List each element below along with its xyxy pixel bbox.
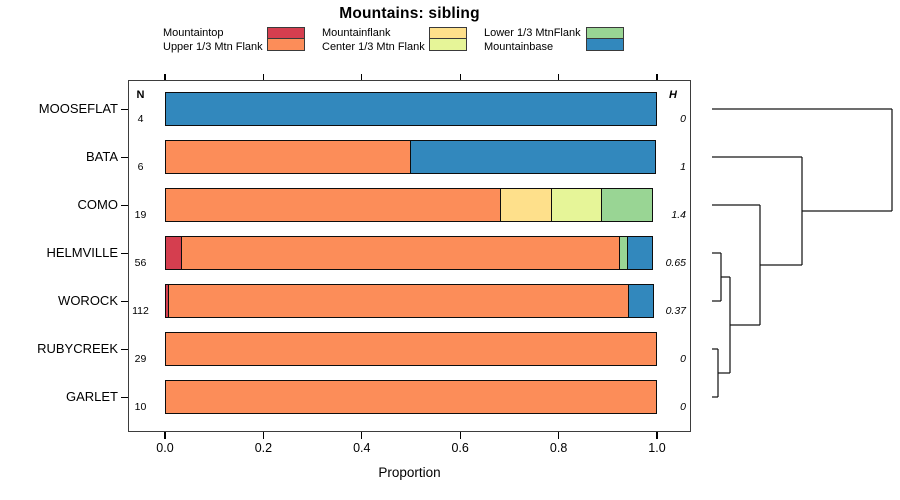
- n-value-bata: 6: [137, 161, 144, 173]
- bar-segment-mountainbase: [165, 92, 657, 126]
- legend-column: Mountainflank Center 1/3 Mtn Flank: [322, 27, 467, 54]
- bar-row-garlet: [165, 380, 657, 414]
- bar-segment-upper-1-3-mtn-flank: [165, 188, 502, 222]
- y-axis-tick: [121, 396, 128, 398]
- legend-swatch-upper-1-3-mtn-flank: [267, 38, 305, 51]
- h-value-bata: 1: [680, 161, 686, 173]
- legend-swatches: [429, 27, 467, 54]
- bar-segment-lower-1-3-mtnflank: [600, 188, 654, 222]
- y-axis-tick: [121, 348, 128, 350]
- y-axis-tick: [121, 156, 128, 158]
- n-value-mooseflat: 4: [137, 113, 144, 125]
- bar-segment-center-1-3-mtn-flank: [550, 188, 603, 222]
- y-axis-tick: [121, 252, 128, 254]
- legend-swatches: [267, 27, 305, 54]
- n-value-garlet: 10: [134, 401, 147, 413]
- legend-column: Lower 1/3 MtnFlank Mountainbase: [484, 27, 624, 54]
- x-axis-tick-top: [164, 73, 166, 80]
- legend-item-label: Mountainflank: [322, 27, 391, 39]
- bar-segment-upper-1-3-mtn-flank: [165, 380, 657, 414]
- legend-labels: Lower 1/3 MtnFlank Mountainbase: [484, 27, 581, 54]
- bar-segment-mountaintop: [165, 236, 183, 270]
- n-value-rubycreek: 29: [134, 353, 147, 365]
- h-value-helmville: 0.65: [665, 257, 686, 269]
- legend-column: Mountaintop Upper 1/3 Mtn Flank: [163, 27, 305, 54]
- h-value-worock: 0.37: [665, 305, 686, 317]
- y-axis-tick: [121, 108, 128, 110]
- y-label-garlet: GARLET: [65, 389, 118, 404]
- x-tick-label-0.0: 0.0: [156, 441, 174, 455]
- x-axis-tick-bottom: [656, 432, 658, 439]
- n-value-como: 19: [134, 209, 147, 221]
- x-axis-tick-bottom: [164, 432, 166, 439]
- x-axis-tick-bottom: [262, 432, 265, 439]
- plot-box: [128, 80, 691, 432]
- x-tick-label-0.2: 0.2: [254, 441, 273, 455]
- x-tick-label-0.4: 0.4: [353, 441, 371, 455]
- legend-swatch-mountainbase: [586, 38, 624, 51]
- x-axis-tick-top: [262, 73, 265, 80]
- legend-item-label: Center 1/3 Mtn Flank: [322, 40, 425, 53]
- n-column-header: N: [136, 89, 145, 101]
- bar-row-worock: [165, 284, 657, 318]
- h-value-garlet: 0: [680, 401, 686, 413]
- bar-row-mooseflat: [165, 92, 657, 126]
- bar-row-helmville: [165, 236, 657, 270]
- y-label-bata: BATA: [85, 149, 118, 164]
- bar-segment-mountainbase: [627, 236, 654, 270]
- chart-title: Mountains: sibling: [339, 5, 480, 22]
- h-value-rubycreek: 0: [680, 353, 686, 365]
- bar-segment-upper-1-3-mtn-flank: [165, 332, 657, 366]
- bar-segment-upper-1-3-mtn-flank: [181, 236, 621, 270]
- bar-segment-mountainbase: [627, 284, 655, 318]
- bar-row-bata: [165, 140, 657, 174]
- x-axis-title: Proportion: [378, 465, 441, 480]
- y-axis-tick: [121, 204, 128, 206]
- legend-labels: Mountainflank Center 1/3 Mtn Flank: [322, 27, 425, 54]
- legend-swatch-center-1-3-mtn-flank: [429, 38, 467, 51]
- x-tick-label-1.0: 1.0: [648, 441, 666, 455]
- x-axis-tick-bottom: [459, 432, 461, 439]
- n-value-worock: 112: [132, 305, 149, 317]
- legend-swatches: [586, 27, 624, 54]
- y-label-helmville: HELMVILLE: [46, 245, 118, 260]
- h-value-mooseflat: 0: [680, 113, 686, 125]
- bar-row-rubycreek: [165, 332, 657, 366]
- x-axis-tick-bottom: [361, 432, 363, 439]
- x-tick-label-0.6: 0.6: [451, 441, 469, 455]
- y-label-como: COMO: [77, 197, 118, 212]
- y-axis-tick: [121, 300, 128, 302]
- bar-segment-upper-1-3-mtn-flank: [165, 140, 411, 174]
- y-label-rubycreek: RUBYCREEK: [37, 341, 118, 356]
- legend-item-label: Upper 1/3 Mtn Flank: [163, 40, 263, 53]
- dendrogram: [712, 108, 893, 398]
- x-axis-tick-top: [557, 73, 560, 80]
- bar-segment-mountainflank: [500, 188, 552, 222]
- x-axis-tick-top: [361, 73, 363, 80]
- bar-row-como: [165, 188, 657, 222]
- y-label-mooseflat: MOOSEFLAT: [38, 101, 118, 116]
- n-value-helmville: 56: [134, 257, 147, 269]
- legend-item-label: Lower 1/3 MtnFlank: [484, 27, 581, 39]
- x-axis-tick-bottom: [557, 432, 560, 439]
- legend-labels: Mountaintop Upper 1/3 Mtn Flank: [163, 27, 263, 54]
- bar-segment-upper-1-3-mtn-flank: [168, 284, 630, 318]
- h-column-header: H: [669, 89, 677, 101]
- h-value-como: 1.4: [671, 209, 686, 221]
- y-label-worock: WOROCK: [58, 293, 118, 308]
- legend-item-label: Mountainbase: [484, 40, 554, 53]
- x-tick-label-0.8: 0.8: [549, 441, 568, 455]
- bar-segment-mountainbase: [409, 140, 656, 174]
- x-axis-tick-top: [656, 73, 658, 80]
- x-axis-tick-top: [459, 73, 461, 80]
- legend-item-label: Mountaintop: [163, 27, 224, 39]
- legend: Mountaintop Upper 1/3 Mtn Flank Mountainfl…: [163, 27, 624, 54]
